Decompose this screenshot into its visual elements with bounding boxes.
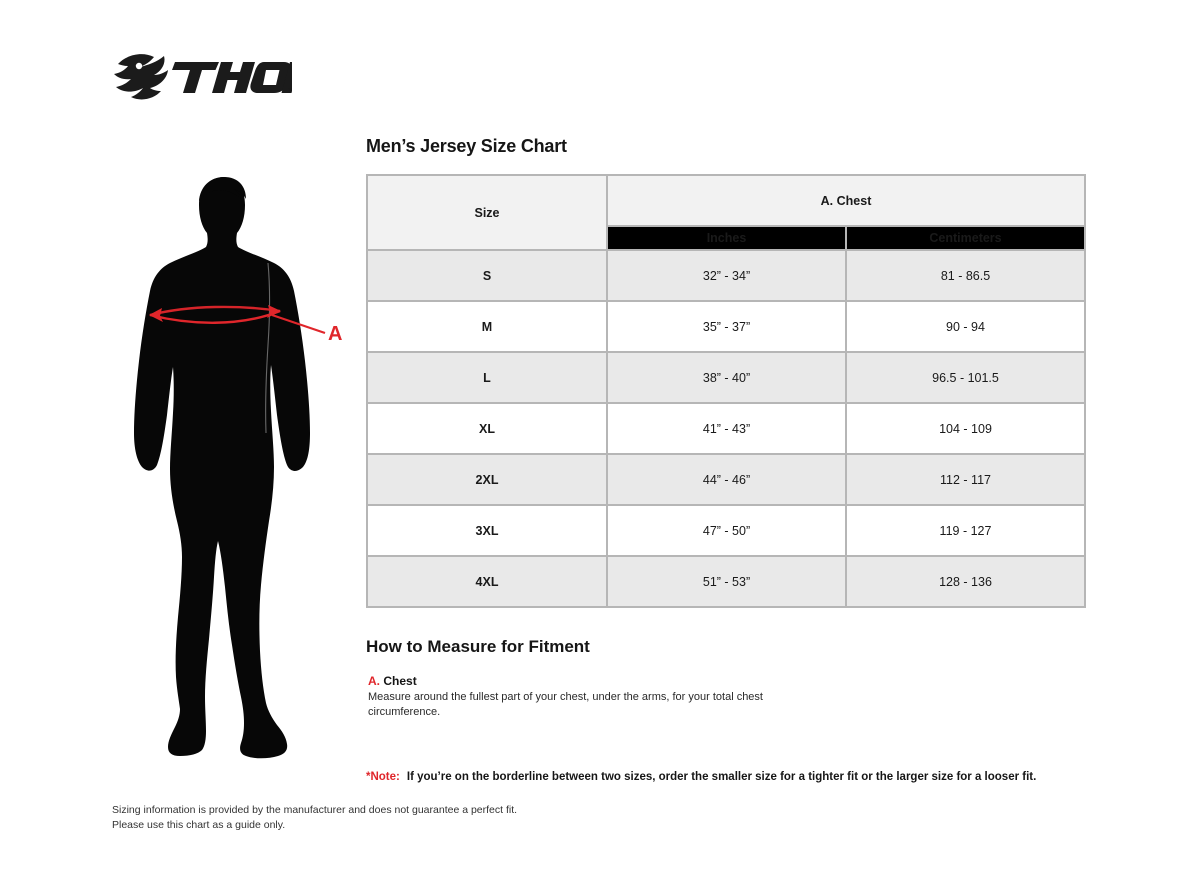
cell-size: S (366, 249, 608, 302)
silhouette-svg: A (134, 177, 342, 759)
cell-inches: 35” - 37” (606, 300, 847, 353)
cell-inches: 47” - 50” (606, 504, 847, 557)
table-row: 3XL 47” - 50” 119 - 127 (366, 504, 1087, 557)
cell-cm: 90 - 94 (844, 300, 1087, 353)
table-body: S 32” - 34” 81 - 86.5 M 35” - 37” 90 - 9… (366, 249, 1087, 608)
cell-cm: 81 - 86.5 (844, 249, 1087, 302)
cell-inches: 38” - 40” (606, 351, 847, 404)
cell-cm: 104 - 109 (844, 402, 1087, 455)
table-row: S 32” - 34” 81 - 86.5 (366, 249, 1087, 302)
column-header-size: Size (366, 174, 608, 251)
note-label: *Note: (366, 771, 400, 783)
table-row: M 35” - 37” 90 - 94 (366, 300, 1087, 353)
measure-item-letter: A. (368, 674, 380, 688)
cell-size: 2XL (366, 453, 608, 506)
disclaimer-text: Sizing information is provided by the ma… (112, 803, 517, 833)
column-header-centimeters: Centimeters (844, 225, 1087, 251)
disclaimer-line-1: Sizing information is provided by the ma… (112, 804, 518, 816)
cell-size: 4XL (366, 555, 608, 608)
cell-inches: 41” - 43” (606, 402, 847, 455)
table-row: L 38” - 40” 96.5 - 101.5 (366, 351, 1087, 404)
table-row: XL 41” - 43” 104 - 109 (366, 402, 1087, 455)
size-chart-table: Size A. Chest Inches Centimeters S 32” -… (366, 173, 1087, 608)
page-title: Men’s Jersey Size Chart (366, 136, 567, 156)
cell-cm: 96.5 - 101.5 (844, 351, 1087, 404)
header-row-units: Inches Centimeters (367, 225, 1087, 251)
callout-leader-line (271, 313, 326, 335)
cell-inches: 51” - 53” (606, 555, 847, 608)
callout-label-a: A (328, 323, 342, 345)
cell-size: M (366, 300, 608, 353)
cell-size: L (366, 351, 608, 404)
table-row: 2XL 44” - 46” 112 - 117 (366, 453, 1087, 506)
cell-cm: 119 - 127 (844, 504, 1087, 557)
measure-item-heading: A. Chest (368, 674, 788, 688)
svg-text:™: ™ (288, 88, 292, 95)
measure-item-description: Measure around the fullest part of your … (368, 691, 763, 718)
cell-size: 3XL (366, 504, 608, 557)
measure-item-chest: A. Chest Measure around the fullest part… (368, 674, 788, 719)
chest-measure-arrowheads (149, 305, 281, 322)
table-head: Size A. Chest Inches Centimeters (366, 173, 1087, 251)
cell-inches: 44” - 46” (606, 453, 847, 506)
body-silhouette-figure: A (120, 165, 350, 765)
header-row-group: Size A. Chest (366, 173, 1087, 251)
note-line: *Note: If you’re on the borderline betwee… (366, 771, 1036, 783)
cell-inches: 32” - 34” (606, 249, 847, 302)
cell-cm: 128 - 136 (844, 555, 1087, 608)
thor-logo-svg: ™ (114, 54, 292, 100)
table-row: 4XL 51” - 53” 128 - 136 (366, 555, 1087, 608)
cell-size: XL (366, 402, 608, 455)
thor-logo: ™ (112, 48, 292, 106)
disclaimer-line-2: Please use this chart as a guide only. (112, 819, 286, 831)
chest-measure-arrow (149, 305, 281, 324)
column-group-header-chest: A. Chest (605, 173, 1087, 228)
cell-cm: 112 - 117 (844, 453, 1087, 506)
note-text: If you’re on the borderline between two … (406, 771, 1037, 783)
how-to-measure-heading: How to Measure for Fitment (366, 637, 590, 656)
measure-item-name: Chest (383, 674, 417, 688)
column-header-inches: Inches (606, 225, 847, 251)
